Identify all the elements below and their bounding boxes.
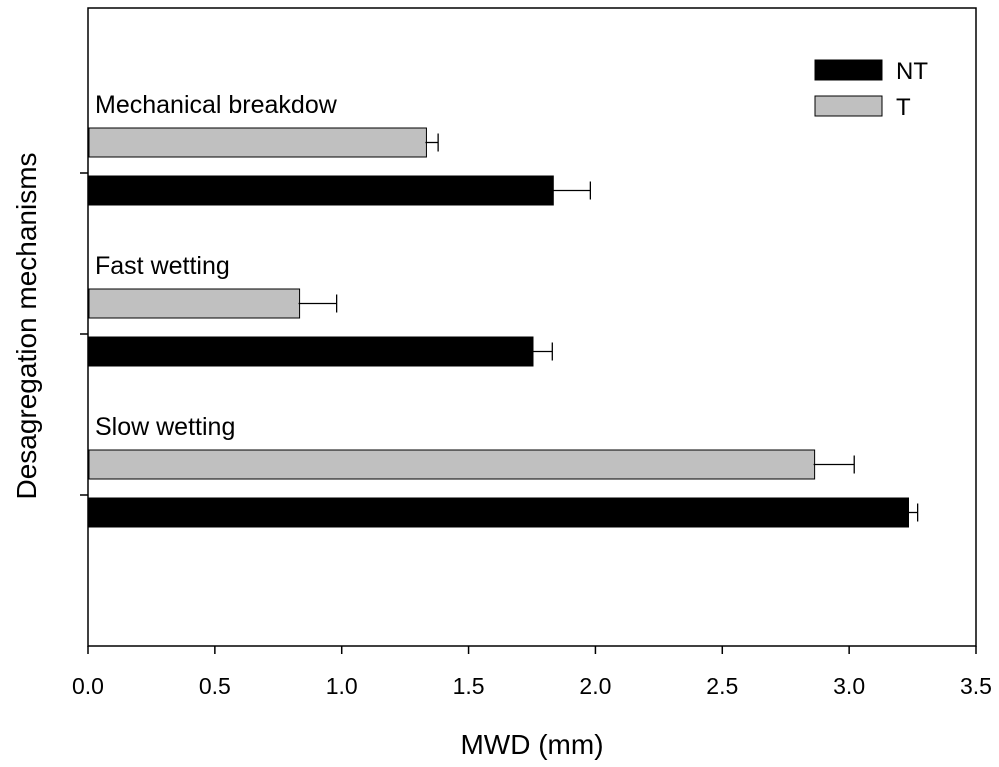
x-tick-label: 1.5 bbox=[453, 673, 485, 699]
legend-swatch-t bbox=[814, 95, 883, 117]
plot-frame bbox=[87, 7, 977, 647]
x-tick-label: 3.5 bbox=[960, 673, 992, 699]
x-tick-label: 2.0 bbox=[579, 673, 611, 699]
x-tick-label: 1.0 bbox=[326, 673, 358, 699]
chart-marks: Mechanical breakdow Fast wetting Slow wett… bbox=[88, 91, 919, 528]
bar-nt bbox=[88, 497, 909, 528]
legend-label: NT bbox=[896, 58, 928, 85]
legend: NT T bbox=[814, 58, 928, 121]
bar-t bbox=[88, 288, 301, 319]
x-tick-label: 3.0 bbox=[833, 673, 865, 699]
category-label: Fast wetting bbox=[95, 252, 230, 280]
bar-t bbox=[88, 127, 427, 158]
bar-t bbox=[88, 449, 816, 480]
bar-nt bbox=[88, 336, 534, 367]
category-label: Mechanical breakdow bbox=[95, 91, 338, 119]
x-tick-label: 2.5 bbox=[706, 673, 738, 699]
legend-swatch-nt bbox=[814, 59, 883, 81]
y-axis-label: Desagregation mechanisms bbox=[11, 152, 42, 499]
legend-label: T bbox=[896, 94, 911, 121]
x-axis-label: MWD (mm) bbox=[460, 729, 603, 760]
x-tick-label: 0.0 bbox=[72, 673, 104, 699]
category-label: Slow wetting bbox=[95, 413, 235, 441]
bar-nt bbox=[88, 175, 554, 206]
x-tick-label: 0.5 bbox=[199, 673, 231, 699]
x-axis-ticks: 0.0 0.5 1.0 1.5 2.0 2.5 3.0 3.5 bbox=[72, 646, 992, 699]
y-axis-ticks bbox=[80, 172, 88, 496]
